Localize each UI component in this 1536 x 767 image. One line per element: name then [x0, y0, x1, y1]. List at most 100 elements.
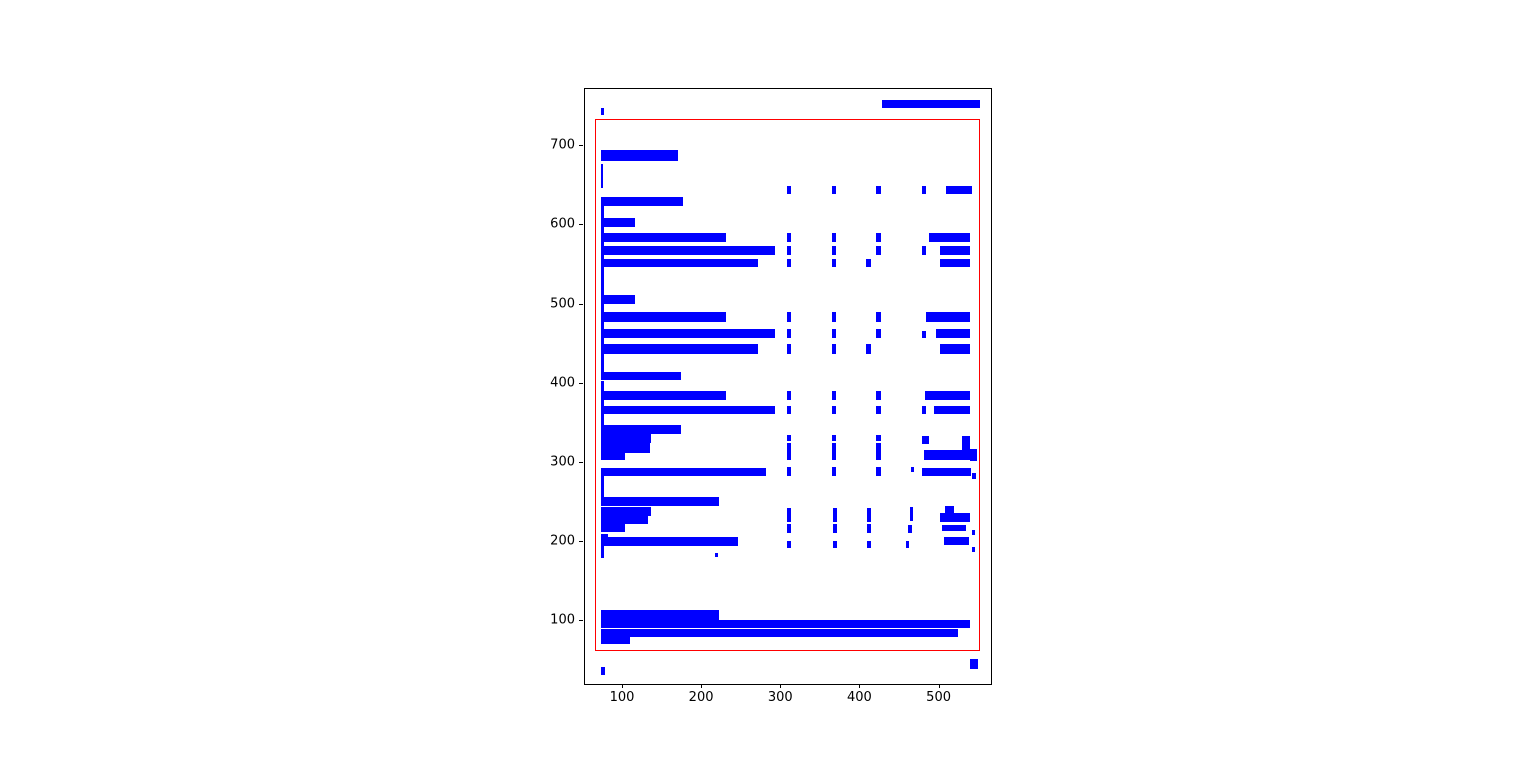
blue-bbox-rect	[600, 353, 604, 372]
blue-bbox-rect	[600, 405, 775, 414]
x-tick-label: 100	[609, 690, 635, 705]
blue-bbox-rect	[866, 508, 871, 522]
blue-bbox-rect	[600, 516, 649, 524]
blue-bbox-rect	[866, 524, 871, 533]
blue-bbox-rect	[600, 667, 605, 676]
blue-bbox-rect	[906, 541, 910, 549]
blue-bbox-rect	[600, 206, 604, 219]
blue-bbox-rect	[600, 344, 759, 354]
blue-bbox-rect	[600, 303, 604, 313]
blue-bbox-rect	[934, 405, 971, 414]
blue-bbox-rect	[972, 473, 976, 479]
y-tick-label: 300	[550, 454, 575, 470]
plot-area	[584, 88, 992, 685]
blue-bbox-rect	[944, 537, 969, 546]
blue-bbox-rect	[600, 390, 726, 401]
blue-bbox-rect	[922, 185, 927, 195]
blue-bbox-rect	[600, 400, 604, 406]
blue-bbox-rect	[600, 371, 681, 381]
blue-bbox-rect	[831, 390, 836, 401]
y-tick-label: 700	[550, 137, 575, 153]
blue-bbox-rect	[786, 541, 792, 549]
y-tick-label: 200	[550, 533, 575, 549]
blue-bbox-rect	[876, 245, 881, 255]
x-tick-mark	[938, 684, 940, 688]
blue-bbox-rect	[970, 448, 977, 462]
blue-bbox-rect	[876, 443, 881, 460]
blue-bbox-rect	[866, 541, 871, 549]
blue-bbox-rect	[600, 329, 775, 338]
blue-bbox-rect	[866, 258, 871, 268]
blue-bbox-rect	[831, 258, 836, 268]
blue-bbox-rect	[786, 329, 792, 338]
blue-bbox-rect	[831, 312, 836, 322]
blue-bbox-rect	[600, 424, 681, 434]
blue-bbox-rect	[939, 258, 971, 268]
y-tick-mark	[579, 382, 583, 384]
blue-bbox-rect	[907, 524, 912, 533]
blue-bbox-rect	[600, 443, 650, 454]
blue-bbox-rect	[911, 466, 915, 473]
y-tick-mark	[579, 541, 583, 543]
blue-bbox-rect	[600, 413, 604, 425]
blue-bbox-rect	[600, 108, 604, 116]
y-tick-mark	[579, 462, 583, 463]
blue-bbox-rect	[922, 436, 930, 444]
x-tick-mark	[701, 684, 703, 688]
blue-bbox-rect	[600, 218, 604, 234]
x-tick-label: 200	[688, 690, 714, 705]
blue-bbox-rect	[786, 508, 792, 522]
blue-bbox-rect	[831, 435, 836, 442]
blue-bbox-rect	[600, 295, 635, 304]
y-tick-mark	[579, 224, 583, 226]
blue-bbox-rect	[970, 658, 979, 669]
blue-bbox-rect	[600, 533, 608, 538]
x-tick-mark	[859, 684, 861, 688]
blue-bbox-rect	[832, 524, 837, 533]
blue-bbox-rect	[926, 312, 971, 322]
blue-bbox-rect	[600, 254, 604, 259]
blue-bbox-rect	[831, 245, 836, 255]
blue-bbox-rect	[876, 312, 881, 322]
blue-bbox-rect	[786, 443, 792, 460]
blue-bbox-rect	[600, 497, 719, 506]
blue-bbox-rect	[786, 344, 792, 354]
blue-bbox-rect	[786, 245, 792, 255]
blue-bbox-rect	[600, 537, 738, 547]
blue-bbox-rect	[714, 552, 718, 557]
blue-bbox-rect	[600, 380, 604, 391]
blue-bbox-rect	[600, 258, 759, 268]
blue-bbox-rect	[786, 466, 792, 477]
blue-bbox-rect	[945, 505, 954, 513]
blue-bbox-rect	[600, 150, 678, 162]
blue-bbox-rect	[922, 467, 972, 477]
blue-bbox-rect	[876, 390, 881, 401]
blue-bbox-rect	[786, 233, 792, 242]
blue-bbox-rect	[600, 619, 970, 629]
blue-bbox-rect	[786, 524, 792, 533]
x-tick-label: 400	[846, 690, 872, 705]
blue-bbox-rect	[922, 405, 927, 414]
blue-bbox-rect	[881, 100, 980, 108]
blue-bbox-rect	[922, 245, 927, 255]
blue-bbox-rect	[961, 436, 970, 452]
blue-bbox-rect	[831, 185, 836, 195]
blue-bbox-rect	[832, 541, 837, 549]
blue-bbox-rect	[600, 507, 652, 516]
blue-bbox-rect	[786, 312, 792, 322]
y-tick-mark	[579, 303, 583, 305]
blue-bbox-rect	[600, 312, 726, 322]
blue-bbox-rect	[831, 344, 836, 354]
blue-bbox-rect	[786, 258, 792, 268]
y-tick-label: 600	[550, 216, 575, 232]
blue-bbox-rect	[600, 524, 626, 532]
blue-bbox-rect	[600, 453, 626, 461]
blue-bbox-rect	[922, 330, 927, 338]
blue-bbox-rect	[831, 466, 836, 477]
blue-bbox-rect	[600, 241, 604, 246]
blue-bbox-rect	[600, 636, 631, 645]
blue-bbox-rect	[909, 507, 913, 521]
blue-bbox-rect	[600, 233, 726, 242]
blue-bbox-rect	[832, 508, 837, 522]
blue-bbox-rect	[923, 449, 972, 460]
